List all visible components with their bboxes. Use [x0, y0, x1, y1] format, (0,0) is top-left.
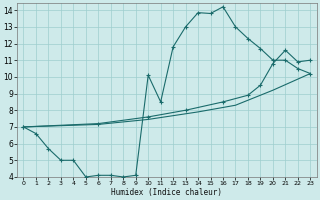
X-axis label: Humidex (Indice chaleur): Humidex (Indice chaleur) — [111, 188, 222, 197]
